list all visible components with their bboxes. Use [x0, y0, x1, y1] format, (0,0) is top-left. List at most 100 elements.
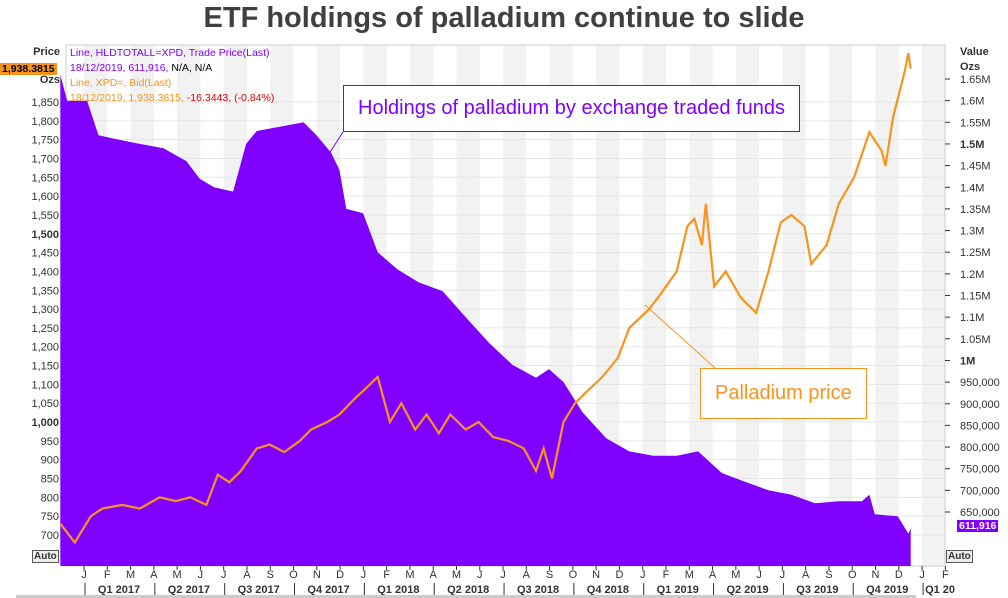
- annotation-holdings-leader: [324, 131, 344, 161]
- month-label: M: [126, 569, 135, 581]
- month-label: A: [430, 569, 438, 581]
- month-label: S: [267, 569, 274, 581]
- right-tick-label: 1.05M: [960, 334, 991, 346]
- month-label: F: [942, 569, 949, 581]
- left-tick-label: 1,750: [31, 135, 59, 147]
- right-tick-label: 1.25M: [960, 247, 991, 259]
- left-tick-label: 750: [41, 511, 59, 523]
- right-tick-label: 1.3M: [960, 226, 984, 238]
- left-tick-label: 850: [41, 474, 59, 486]
- left-axis-unit: Ozs: [40, 74, 60, 86]
- month-label: M: [685, 569, 694, 581]
- right-tick-label: 750,000: [960, 464, 1000, 476]
- month-band: [922, 45, 946, 566]
- legend-series-2-change: -16.3443, (-0.84%): [186, 92, 275, 104]
- month-label: M: [731, 569, 740, 581]
- month-label: D: [895, 569, 903, 581]
- right-tick-label: 700,000: [960, 485, 1000, 497]
- month-label: J: [500, 569, 506, 581]
- left-tick-label: 1,350: [31, 285, 59, 297]
- quarter-label: Q3 2018: [517, 584, 559, 596]
- right-tick-label: 1.1M: [960, 312, 984, 324]
- month-label: D: [615, 569, 623, 581]
- month-band: [689, 45, 713, 566]
- month-label: A: [802, 569, 810, 581]
- left-tick-label: 900: [41, 455, 59, 467]
- month-band: [642, 45, 666, 566]
- month-label: O: [848, 569, 857, 581]
- month-label: J: [919, 569, 925, 581]
- legend-series-1-na: N/A, N/A: [171, 62, 213, 74]
- month-label: N: [313, 569, 321, 581]
- left-tick-label: 1,700: [31, 153, 59, 165]
- left-tick-label: 1,650: [31, 172, 59, 184]
- month-band: [875, 45, 899, 566]
- month-label: A: [709, 569, 717, 581]
- left-tick-label: 1,450: [31, 248, 59, 260]
- quarter-label: Q4 2018: [587, 584, 629, 596]
- legend-series-1-values: 18/12/2019, 611,916,: [70, 62, 169, 74]
- quarter-label: Q2 2018: [447, 584, 489, 596]
- right-tick-label: 850,000: [960, 420, 1000, 432]
- left-tick-label: 950: [41, 436, 59, 448]
- month-label: A: [523, 569, 531, 581]
- annotation-holdings: Holdings of palladium by exchange traded…: [343, 85, 800, 132]
- left-tick-label: 700: [41, 530, 59, 542]
- month-label: D: [336, 569, 344, 581]
- legend-series-2-values: 18/12/2019, 1,938.3815,: [70, 92, 184, 104]
- month-label: F: [383, 569, 390, 581]
- right-tick-label: 1.55M: [960, 117, 991, 129]
- month-label: S: [546, 569, 553, 581]
- legend-series-2: Line, XPD=, Bid(Last): [70, 77, 172, 89]
- left-tick-label: 1,250: [31, 323, 59, 335]
- quarter-label: Q4 2019: [866, 584, 908, 596]
- left-tick-label: 1,550: [31, 210, 59, 222]
- month-label: J: [477, 569, 483, 581]
- month-label: J: [756, 569, 762, 581]
- last-value-tag: 611,916: [957, 520, 999, 532]
- quarter-label: Q3 2017: [238, 584, 280, 596]
- month-label: O: [569, 569, 578, 581]
- left-tick-label: 1,800: [31, 116, 59, 128]
- right-tick-label: 1.6M: [960, 96, 984, 108]
- legend: Line, HLDTOTALL=XPD, Trade Price(Last) 1…: [70, 46, 274, 106]
- right-tick-label: 1.45M: [960, 161, 991, 173]
- month-label: J: [640, 569, 646, 581]
- left-tick-label: 1,100: [31, 379, 59, 391]
- month-label: S: [825, 569, 832, 581]
- left-auto-scale-button[interactable]: Auto: [32, 550, 59, 563]
- month-label: N: [872, 569, 880, 581]
- month-label: M: [173, 569, 182, 581]
- right-auto-scale-button[interactable]: Auto: [946, 550, 973, 563]
- month-band: [828, 45, 853, 566]
- right-tick-label: 900,000: [960, 399, 1000, 411]
- annotation-price-leader: [644, 304, 716, 369]
- quarter-label: Q4 2017: [307, 584, 349, 596]
- horizontal-scrollbar[interactable]: [16, 595, 916, 598]
- right-tick-label: 1.5M: [960, 139, 984, 151]
- right-axis-unit: Ozs: [960, 61, 980, 73]
- last-price-tag: 1,938.3815: [0, 63, 57, 75]
- month-label: F: [104, 569, 111, 581]
- price-line: [59, 52, 912, 545]
- legend-series-1: Line, HLDTOTALL=XPD, Trade Price(Last): [70, 47, 270, 59]
- month-label: A: [150, 569, 158, 581]
- left-tick-label: 1,150: [31, 361, 59, 373]
- right-tick-label: 950,000: [960, 377, 1000, 389]
- month-label: A: [243, 569, 251, 581]
- month-label: F: [663, 569, 670, 581]
- right-tick-label: 1.2M: [960, 269, 984, 281]
- right-axis-title: Value: [960, 46, 989, 58]
- quarter-label: Q1 2017: [98, 584, 140, 596]
- left-tick-label: 1,500: [31, 229, 59, 241]
- right-tick-label: 1M: [960, 355, 975, 367]
- quarter-label: Q2 2017: [168, 584, 210, 596]
- left-tick-label: 1,050: [31, 398, 59, 410]
- right-tick-label: 1.4M: [960, 182, 984, 194]
- quarter-label: Q1 20: [925, 584, 955, 596]
- holdings-area: [60, 74, 911, 566]
- left-tick-label: 800: [41, 492, 59, 504]
- quarter-label: Q1 2018: [377, 584, 419, 596]
- quarter-label: Q2 2019: [726, 584, 768, 596]
- month-label: J: [81, 569, 87, 581]
